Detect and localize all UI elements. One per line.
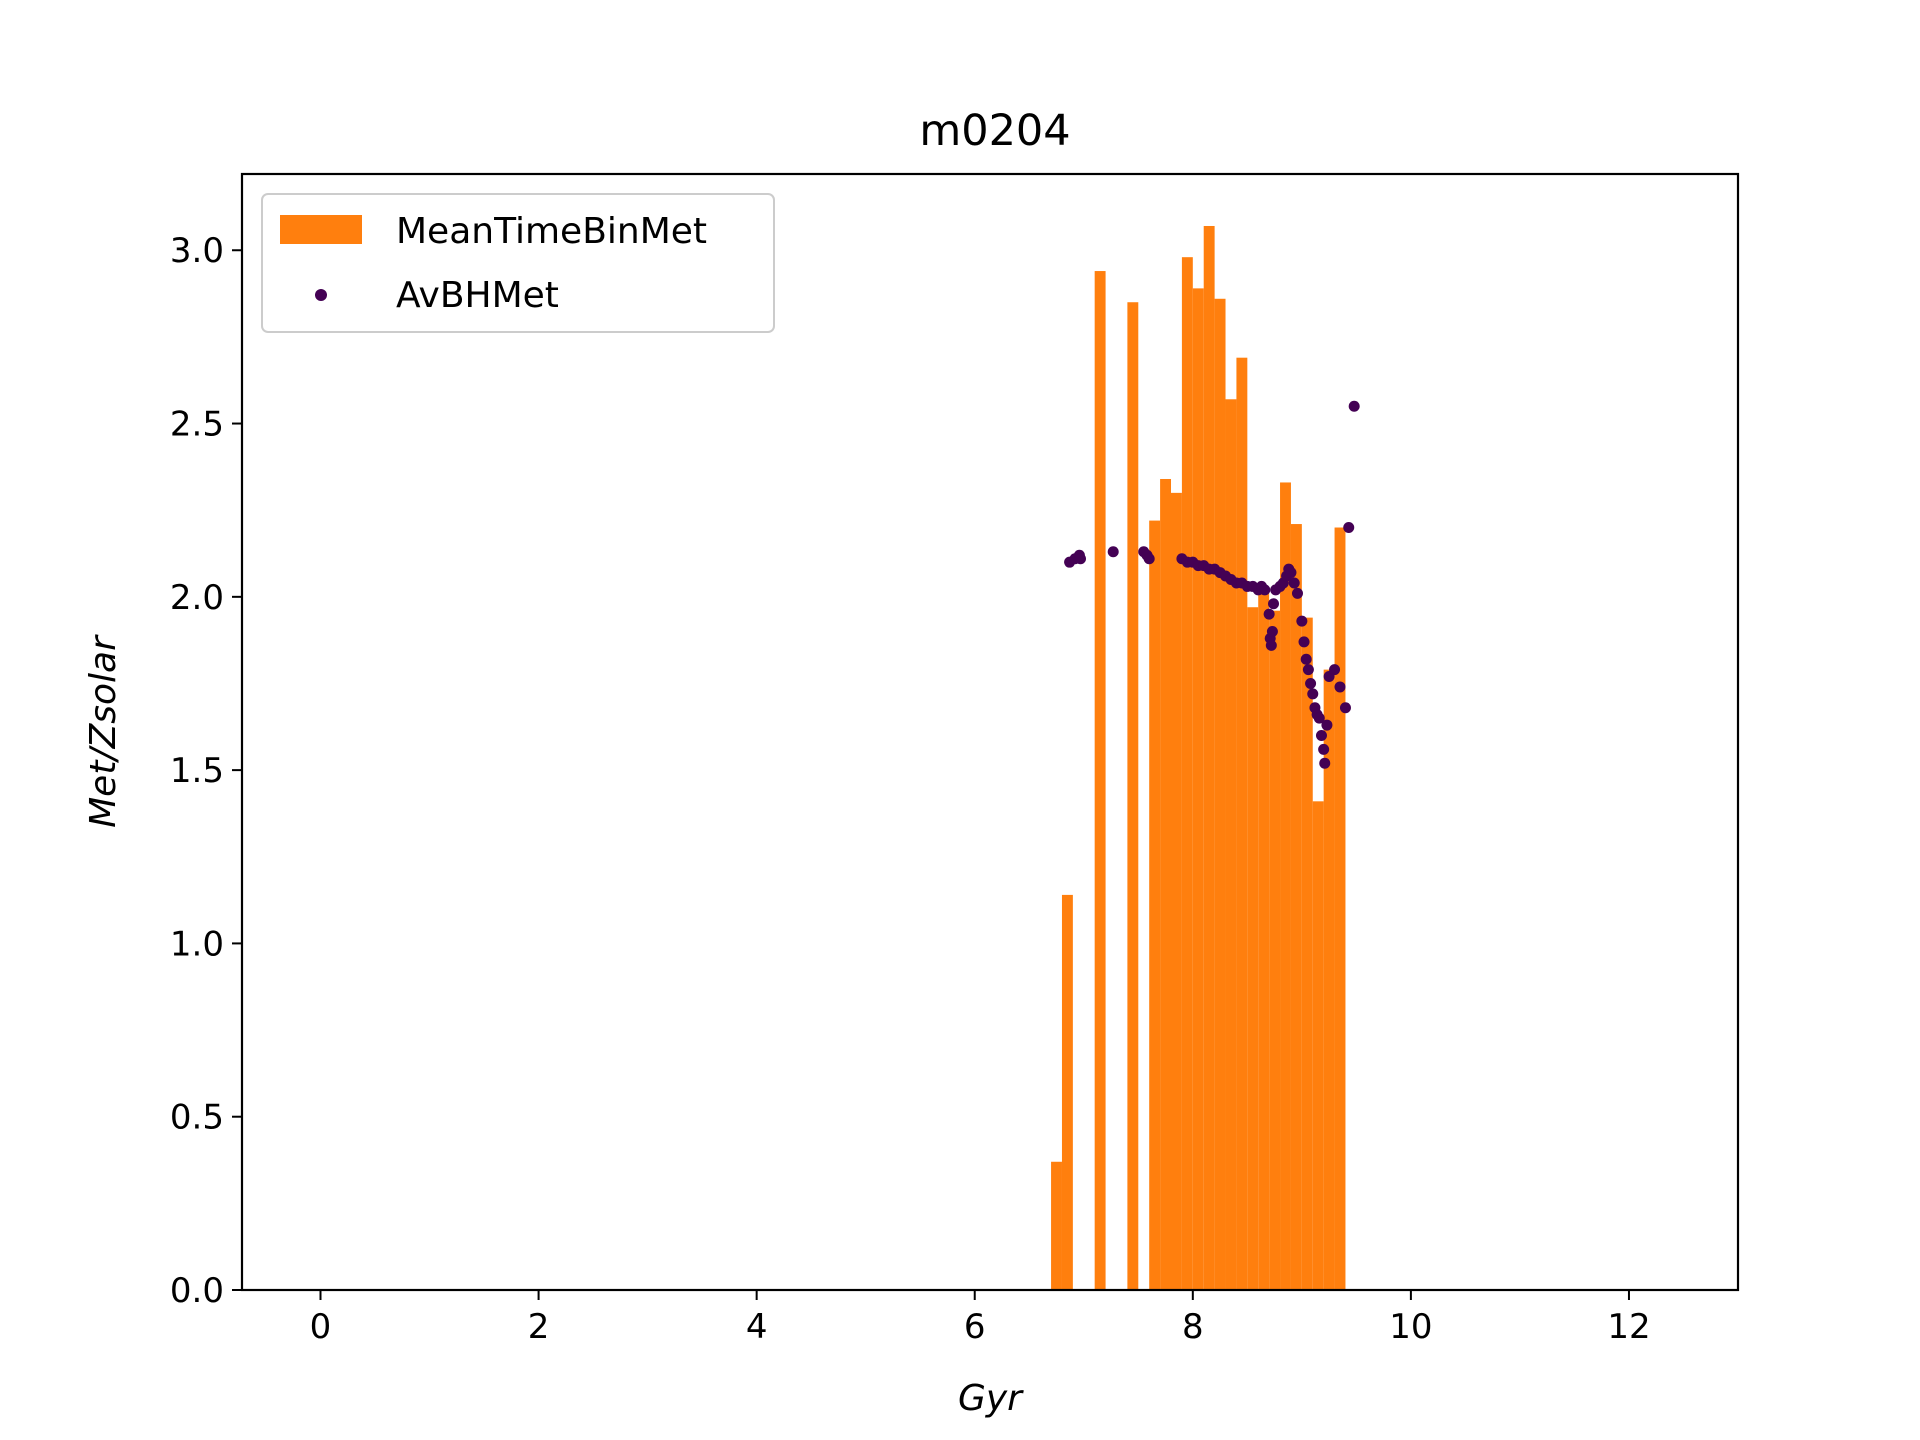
y-axis-ticks: 0.0 0.5 1.0 1.5 2.0 2.5 3.0 (170, 231, 242, 1311)
bar (1051, 1161, 1062, 1290)
y-tick-label: 0.0 (170, 1271, 224, 1311)
legend-label-0: MeanTimeBinMet (396, 211, 707, 252)
bar (1312, 801, 1324, 1290)
y-tick-label: 1.5 (170, 751, 224, 791)
bar (1160, 478, 1172, 1290)
bar (1061, 894, 1073, 1290)
scatter-series (1064, 400, 1360, 769)
data-point (1321, 719, 1333, 731)
data-point (1298, 636, 1310, 648)
data-point (1267, 598, 1279, 610)
bar (1301, 617, 1313, 1290)
bar (1203, 225, 1215, 1291)
x-axis-ticks: 0 2 4 6 8 10 12 (310, 1290, 1651, 1347)
legend-label-1: AvBHMet (396, 275, 559, 316)
bar (1334, 527, 1346, 1290)
data-point (1266, 625, 1278, 637)
bar (1171, 492, 1182, 1290)
legend: MeanTimeBinMet AvBHMet (261, 193, 775, 333)
x-tick-label: 10 (1389, 1307, 1432, 1347)
bar (1323, 669, 1335, 1290)
data-point (1307, 688, 1319, 700)
legend-swatch-bar (280, 215, 362, 244)
data-point (1319, 757, 1331, 769)
data-point (1143, 553, 1155, 565)
data-point (1348, 400, 1360, 412)
data-point (1339, 702, 1351, 714)
x-tick-label: 0 (310, 1307, 332, 1347)
data-point (1288, 577, 1300, 589)
x-tick-label: 2 (528, 1307, 550, 1347)
bar (1236, 357, 1248, 1290)
data-point (1300, 653, 1312, 665)
data-point (1291, 587, 1303, 599)
bar (1269, 610, 1281, 1290)
data-point (1305, 677, 1317, 689)
bar (1127, 302, 1139, 1290)
data-point (1318, 743, 1330, 755)
x-tick-label: 8 (1182, 1307, 1204, 1347)
y-axis-label: Met/Zsolar (83, 634, 124, 828)
data-point (1107, 546, 1119, 558)
bar (1149, 520, 1161, 1290)
data-point (1343, 522, 1355, 534)
bar (1192, 288, 1204, 1290)
y-tick-label: 3.0 (170, 231, 224, 271)
bar (1247, 607, 1259, 1290)
bar (1214, 298, 1226, 1291)
data-point (1329, 664, 1341, 676)
data-point (1334, 681, 1346, 693)
x-axis-label: Gyr (958, 1378, 1024, 1419)
bar (1181, 257, 1193, 1290)
chart-title: m0204 (919, 106, 1070, 156)
x-tick-label: 12 (1607, 1307, 1650, 1347)
data-point (1263, 608, 1275, 620)
data-point (1296, 615, 1308, 627)
legend-box (261, 193, 775, 333)
y-tick-label: 2.5 (170, 405, 224, 445)
bar (1094, 271, 1106, 1291)
data-point (1313, 712, 1325, 724)
bar (1280, 482, 1291, 1291)
data-point (1302, 664, 1314, 676)
bar (1290, 524, 1302, 1290)
x-tick-label: 4 (746, 1307, 768, 1347)
data-point (1265, 639, 1277, 651)
y-tick-label: 0.5 (170, 1098, 224, 1138)
data-point (1259, 584, 1271, 596)
data-point (1315, 729, 1327, 741)
bar-series (1051, 225, 1346, 1291)
data-point (1285, 567, 1297, 579)
bar (1258, 589, 1270, 1290)
legend-swatch-point (315, 289, 327, 301)
x-tick-label: 6 (964, 1307, 986, 1347)
plot-area-frame (240, 172, 1740, 1292)
bar (1225, 399, 1237, 1290)
y-tick-label: 1.0 (170, 924, 224, 964)
y-tick-label: 2.0 (170, 578, 224, 618)
data-point (1075, 553, 1087, 565)
